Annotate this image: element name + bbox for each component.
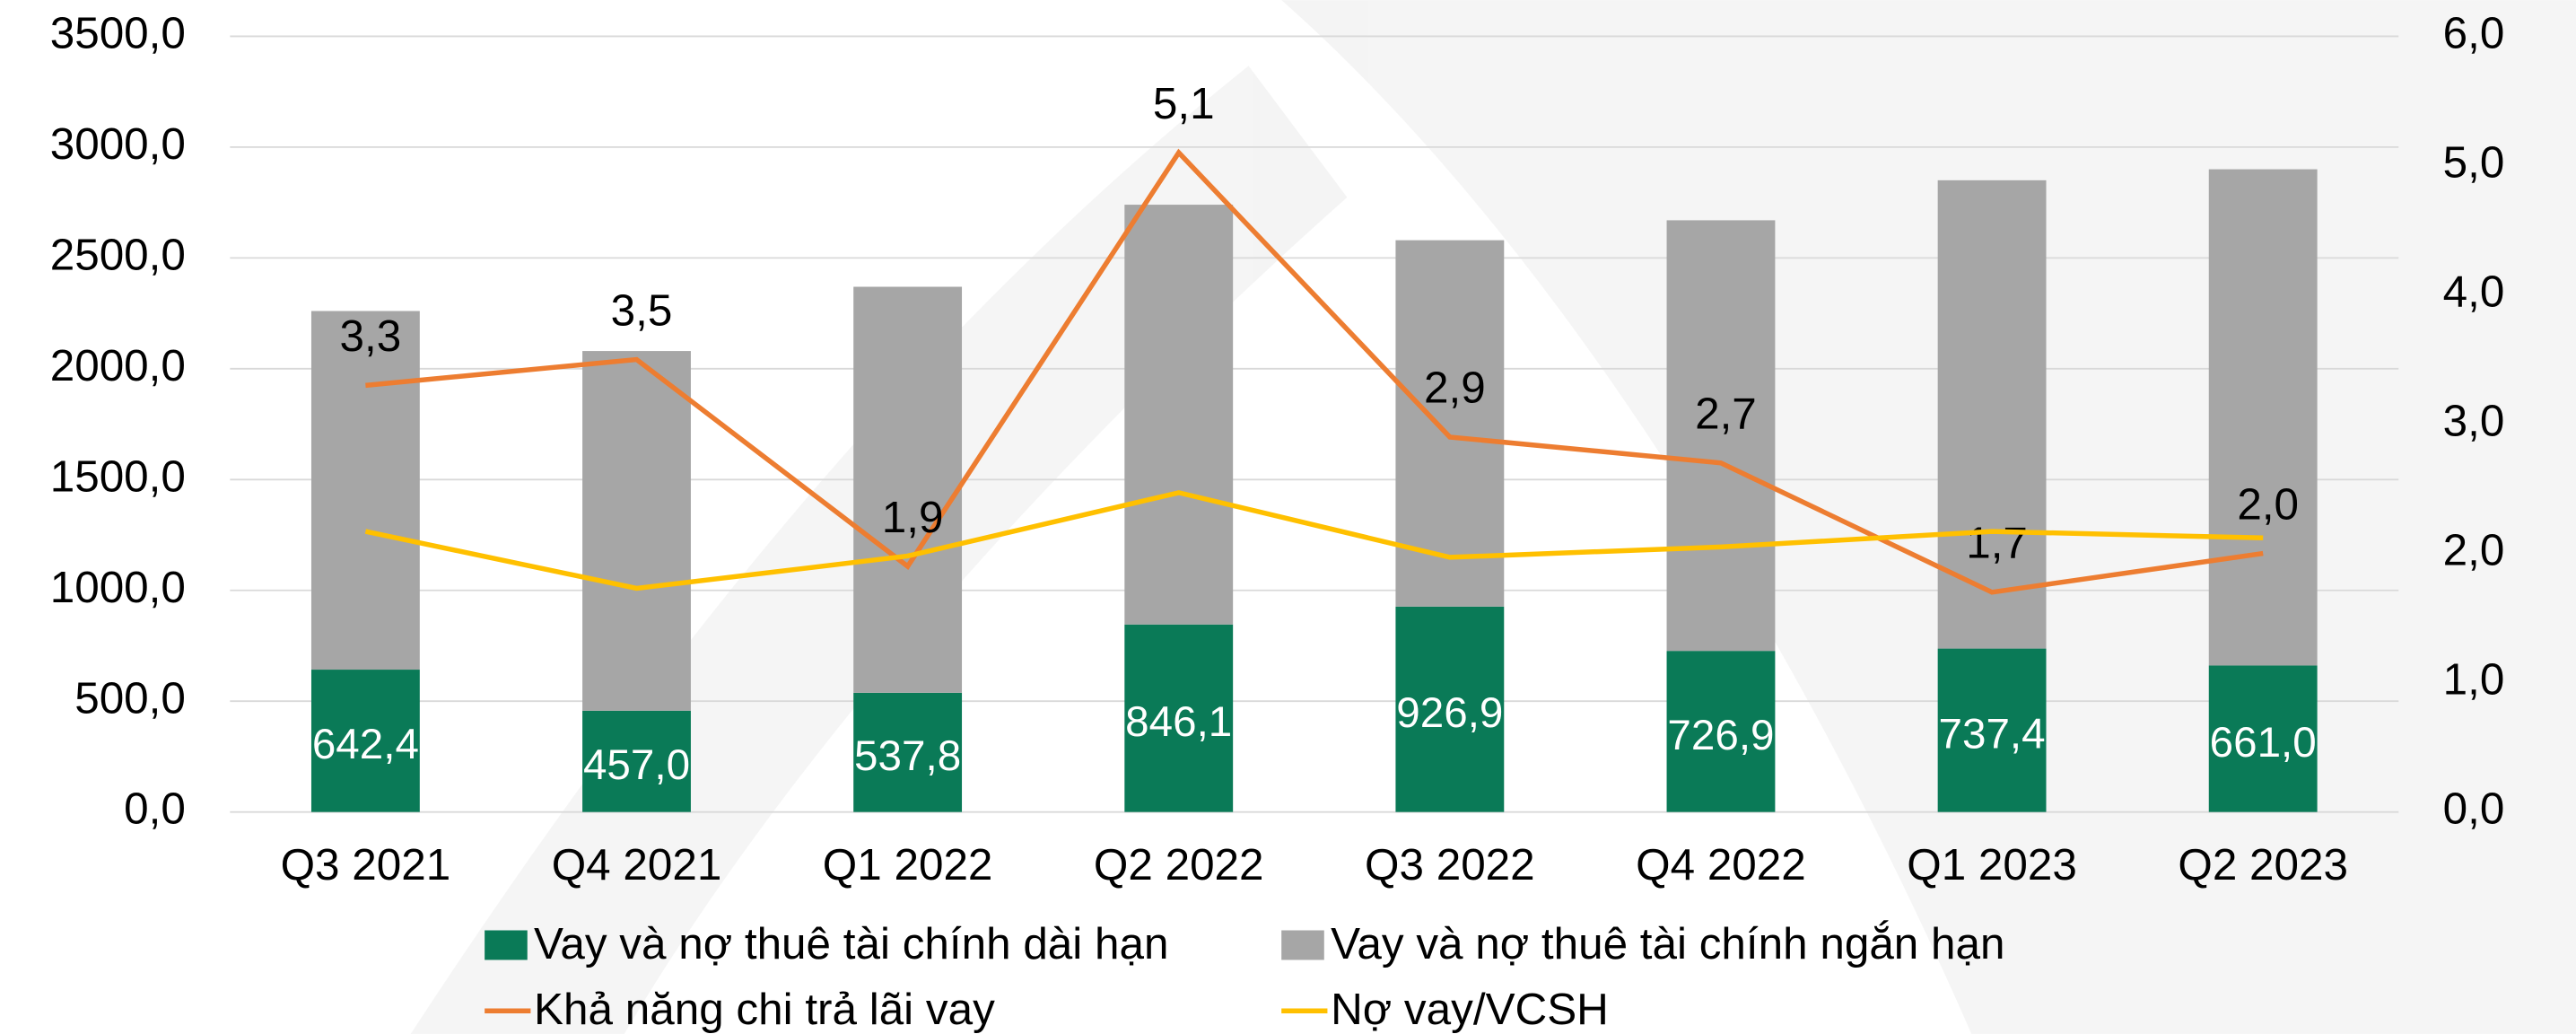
y-tick-label: 2500,0 xyxy=(50,230,186,279)
bar-segment xyxy=(1395,240,1505,607)
bar-segment xyxy=(582,351,691,711)
bar-segment xyxy=(1666,220,1776,652)
x-tick-label: Q3 2021 xyxy=(281,840,451,889)
x-tick-label: Q2 2023 xyxy=(2178,840,2348,889)
legend-label: Vay và nợ thuê tài chính dài hạn xyxy=(534,919,1168,968)
bar-segment xyxy=(1395,606,1505,812)
y-tick-label: 3500,0 xyxy=(50,8,186,57)
bar-value-label: 846,1 xyxy=(1125,698,1232,746)
bar-segment xyxy=(1124,624,1234,812)
line-value-label: 3,5 xyxy=(611,285,673,335)
x-tick-label: Q3 2022 xyxy=(1365,840,1535,889)
y-tick-label: 3000,0 xyxy=(50,119,186,169)
bar-segment xyxy=(1666,651,1776,812)
legend-label: Vay và nợ thuê tài chính ngắn hạn xyxy=(1331,919,2004,968)
legend-label: Nợ vay/VCSH xyxy=(1331,985,1609,1034)
bar-segment xyxy=(853,692,963,812)
y2-tick-label: 4,0 xyxy=(2443,267,2505,317)
x-tick-label: Q2 2022 xyxy=(1094,840,1264,889)
bar-segment xyxy=(2208,169,2318,666)
line-value-label: 2,0 xyxy=(2237,479,2299,529)
bar-value-label: 726,9 xyxy=(1667,712,1774,759)
y2-tick-label: 1,0 xyxy=(2443,655,2505,705)
bar-segment xyxy=(582,710,691,812)
y-tick-label: 1000,0 xyxy=(50,563,186,612)
bar-segment xyxy=(1937,180,2047,649)
bar-segment xyxy=(1124,205,1234,625)
bar-value-label: 737,4 xyxy=(1939,711,2046,758)
bar-value-label: 926,9 xyxy=(1396,689,1503,737)
y2-tick-label: 6,0 xyxy=(2443,8,2505,57)
legend-swatch xyxy=(1281,930,1324,960)
line-value-label: 3,3 xyxy=(340,311,402,361)
y2-tick-label: 3,0 xyxy=(2443,397,2505,446)
line-series xyxy=(365,148,2264,595)
legend-swatch xyxy=(485,930,528,960)
x-tick-label: Q1 2022 xyxy=(823,840,993,889)
bar-value-label: 642,4 xyxy=(312,721,419,768)
y2-tick-label: 0,0 xyxy=(2443,784,2505,834)
y2-tick-label: 5,0 xyxy=(2443,138,2505,188)
y-tick-label: 500,0 xyxy=(74,673,186,723)
bar-value-label: 537,8 xyxy=(854,732,961,780)
line-value-label: 2,7 xyxy=(1695,390,1757,439)
line-series xyxy=(364,490,2264,591)
bar-segment xyxy=(853,286,963,693)
x-tick-label: Q4 2022 xyxy=(1636,840,1806,889)
bar-segment xyxy=(2208,665,2318,812)
y2-tick-label: 2,0 xyxy=(2443,526,2505,575)
y-tick-label: 2000,0 xyxy=(50,341,186,390)
bar-segment xyxy=(1937,648,2047,812)
y-tick-label: 0,0 xyxy=(124,784,186,834)
line-value-label: 5,1 xyxy=(1153,79,1215,128)
bar-value-label: 661,0 xyxy=(2210,719,2317,767)
bar-segment xyxy=(310,311,420,670)
legend-label: Khả năng chi trả lãi vay xyxy=(534,985,995,1034)
line-value-label: 1,7 xyxy=(1966,519,2028,568)
line-value-label: 1,9 xyxy=(882,493,944,542)
x-tick-label: Q4 2021 xyxy=(552,840,722,889)
bar-segment xyxy=(310,670,420,812)
x-tick-label: Q1 2023 xyxy=(1907,840,2077,889)
line-value-label: 2,9 xyxy=(1424,364,1486,413)
y-tick-label: 1500,0 xyxy=(50,451,186,501)
bar-value-label: 457,0 xyxy=(583,741,690,789)
